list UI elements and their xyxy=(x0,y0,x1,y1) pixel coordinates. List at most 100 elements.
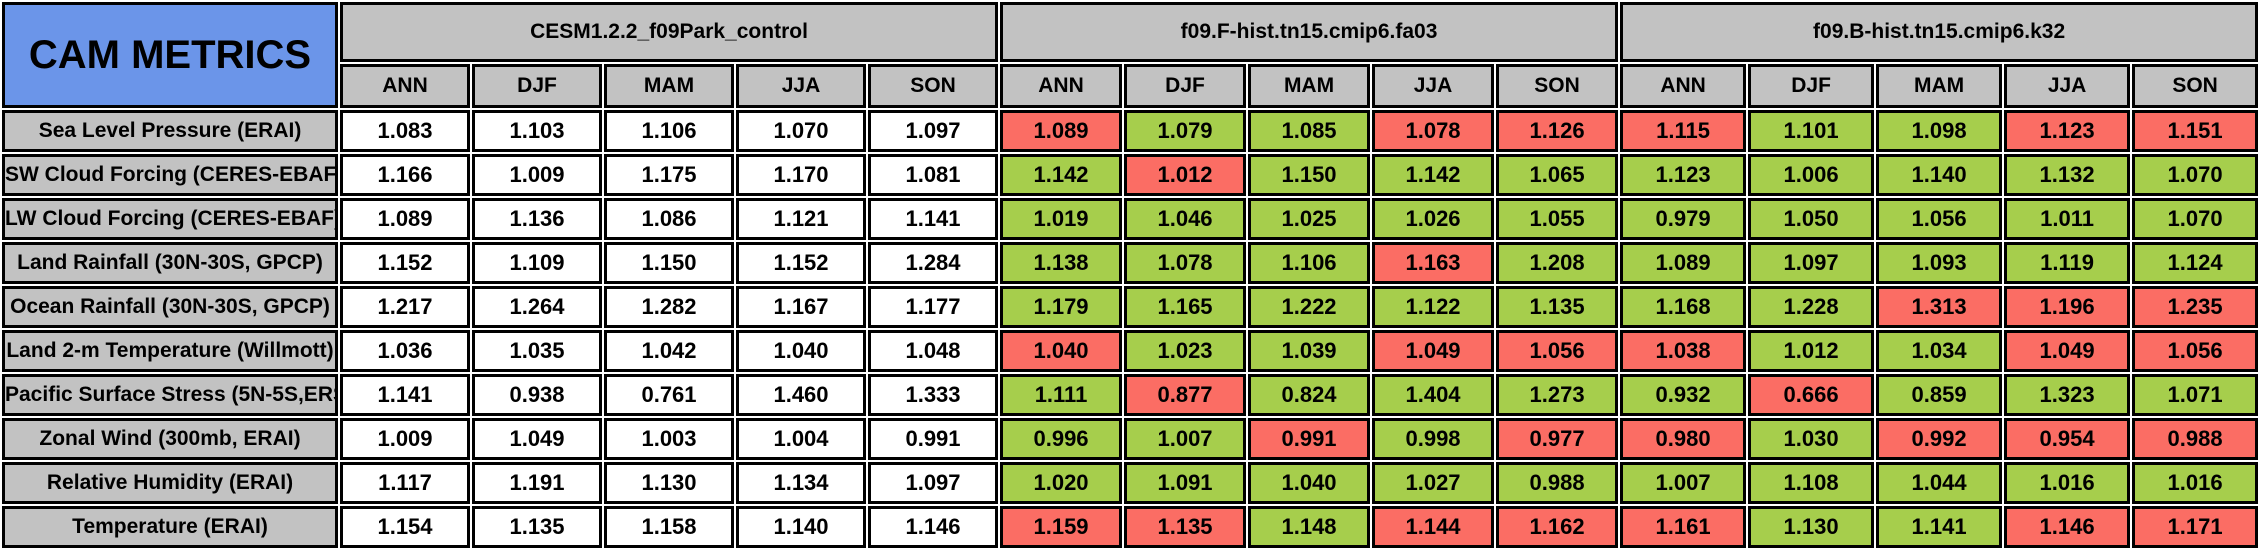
table-row: Sea Level Pressure (ERAI) 1.083 1.103 1.106… xyxy=(2,110,2259,152)
metric-cell: 0.932 xyxy=(1620,374,1747,416)
metric-cell: 1.070 xyxy=(2132,154,2259,196)
metric-cell: 1.091 xyxy=(1124,462,1247,504)
row-label: LW Cloud Forcing (CERES-EBAF) xyxy=(2,198,338,240)
season-header-son-group2: SON xyxy=(2132,64,2259,108)
metric-cell: 1.141 xyxy=(1876,506,2003,548)
metric-cell: 0.979 xyxy=(1620,198,1747,240)
metric-cell: 1.117 xyxy=(340,462,470,504)
metric-cell: 0.991 xyxy=(868,418,999,460)
metric-cell: 1.035 xyxy=(472,330,602,372)
metric-cell: 1.123 xyxy=(2004,110,2131,152)
metric-cell: 1.154 xyxy=(340,506,470,548)
metric-cell: 1.208 xyxy=(1496,242,1619,284)
metric-cell: 1.081 xyxy=(868,154,999,196)
metric-cell: 0.824 xyxy=(1248,374,1371,416)
metric-cell: 1.098 xyxy=(1876,110,2003,152)
metric-cell: 1.007 xyxy=(1620,462,1747,504)
metric-cell: 1.282 xyxy=(604,286,734,328)
season-header-row: ANN DJF MAM JJA SON ANN DJF MAM JJA SON ANN DJF MAM J… xyxy=(2,64,2259,108)
row-label: SW Cloud Forcing (CERES-EBAF) xyxy=(2,154,338,196)
metric-cell: 1.144 xyxy=(1372,506,1495,548)
season-header-mam-group0: MAM xyxy=(604,64,734,108)
metric-cell: 1.136 xyxy=(472,198,602,240)
metric-cell: 0.666 xyxy=(1748,374,1875,416)
group-header-control: CESM1.2.2_f09Park_control xyxy=(340,2,999,62)
metric-cell: 1.313 xyxy=(1876,286,2003,328)
metric-cell: 1.026 xyxy=(1372,198,1495,240)
metric-cell: 1.101 xyxy=(1748,110,1875,152)
group-header-row: CAM METRICS CESM1.2.2_f09Park_control f0… xyxy=(2,2,2259,108)
metric-cell: 0.991 xyxy=(1248,418,1371,460)
metric-cell: 1.138 xyxy=(1000,242,1123,284)
season-header-mam-group2: MAM xyxy=(1876,64,2003,108)
table-row: Land Rainfall (30N-30S, GPCP) 1.152 1.109 1… xyxy=(2,242,2259,284)
metric-cell: 1.042 xyxy=(604,330,734,372)
metric-cell: 1.065 xyxy=(1496,154,1619,196)
season-header-ann-group0: ANN xyxy=(340,64,470,108)
metric-cell: 1.161 xyxy=(1620,506,1747,548)
metric-cell: 1.158 xyxy=(604,506,734,548)
metric-cell: 1.106 xyxy=(1248,242,1371,284)
metric-cell: 0.938 xyxy=(472,374,602,416)
metric-cell: 1.126 xyxy=(1496,110,1619,152)
metric-cell: 1.089 xyxy=(1000,110,1123,152)
metric-cell: 1.152 xyxy=(736,242,866,284)
metric-cell: 1.089 xyxy=(1620,242,1747,284)
table-row: Zonal Wind (300mb, ERAI) 1.009 1.049 1.003 1… xyxy=(2,418,2259,460)
metric-cell: 1.093 xyxy=(1876,242,2003,284)
metric-cell: 1.135 xyxy=(472,506,602,548)
metric-cell: 1.048 xyxy=(868,330,999,372)
table-row: Ocean Rainfall (30N-30S, GPCP) 1.217 1.264… xyxy=(2,286,2259,328)
table-row: LW Cloud Forcing (CERES-EBAF) 1.089 1.136 1… xyxy=(2,198,2259,240)
metric-cell: 1.097 xyxy=(868,110,999,152)
metric-cell: 1.130 xyxy=(1748,506,1875,548)
group-header-f-hist: f09.F-hist.tn15.cmip6.fa03 xyxy=(1000,2,1619,62)
metric-cell: 1.097 xyxy=(1748,242,1875,284)
metric-cell: 1.019 xyxy=(1000,198,1123,240)
metric-cell: 0.998 xyxy=(1372,418,1495,460)
group-header-b-hist: f09.B-hist.tn15.cmip6.k32 xyxy=(1620,2,2259,62)
metric-cell: 1.040 xyxy=(1000,330,1123,372)
metric-cell: 1.040 xyxy=(736,330,866,372)
metric-cell: 1.003 xyxy=(604,418,734,460)
metric-cell: 0.954 xyxy=(2004,418,2131,460)
metric-cell: 1.135 xyxy=(1124,506,1247,548)
metric-cell: 1.132 xyxy=(2004,154,2131,196)
season-header-djf-group0: DJF xyxy=(472,64,602,108)
row-label: Ocean Rainfall (30N-30S, GPCP) xyxy=(2,286,338,328)
metric-cell: 1.111 xyxy=(1000,374,1123,416)
metric-cell: 1.222 xyxy=(1248,286,1371,328)
metric-cell: 0.980 xyxy=(1620,418,1747,460)
metric-cell: 1.235 xyxy=(2132,286,2259,328)
metric-cell: 1.170 xyxy=(736,154,866,196)
metric-cell: 1.196 xyxy=(2004,286,2131,328)
metric-cell: 1.163 xyxy=(1372,242,1495,284)
metric-cell: 0.977 xyxy=(1496,418,1619,460)
metric-cell: 1.264 xyxy=(472,286,602,328)
metric-cell: 1.166 xyxy=(340,154,470,196)
metric-cell: 1.333 xyxy=(868,374,999,416)
metric-cell: 1.323 xyxy=(2004,374,2131,416)
metric-cell: 1.171 xyxy=(2132,506,2259,548)
metric-cell: 1.134 xyxy=(736,462,866,504)
season-header-jja-group1: JJA xyxy=(1372,64,1495,108)
metric-cell: 1.273 xyxy=(1496,374,1619,416)
metric-cell: 1.135 xyxy=(1496,286,1619,328)
metric-cell: 1.046 xyxy=(1124,198,1247,240)
metric-cell: 1.151 xyxy=(2132,110,2259,152)
metric-cell: 1.123 xyxy=(1620,154,1747,196)
metric-cell: 1.130 xyxy=(604,462,734,504)
metric-cell: 1.027 xyxy=(1372,462,1495,504)
table-row: Land 2-m Temperature (Willmott) 1.036 1.03… xyxy=(2,330,2259,372)
row-label: Zonal Wind (300mb, ERAI) xyxy=(2,418,338,460)
metric-cell: 1.404 xyxy=(1372,374,1495,416)
metric-cell: 1.070 xyxy=(736,110,866,152)
metric-cell: 1.168 xyxy=(1620,286,1747,328)
row-label: Pacific Surface Stress (5N-5S,ERS) xyxy=(2,374,338,416)
row-label: Land 2-m Temperature (Willmott) xyxy=(2,330,338,372)
metric-cell: 1.106 xyxy=(604,110,734,152)
metric-cell: 1.179 xyxy=(1000,286,1123,328)
season-header-ann-group1: ANN xyxy=(1000,64,1123,108)
metric-cell: 1.049 xyxy=(1372,330,1495,372)
